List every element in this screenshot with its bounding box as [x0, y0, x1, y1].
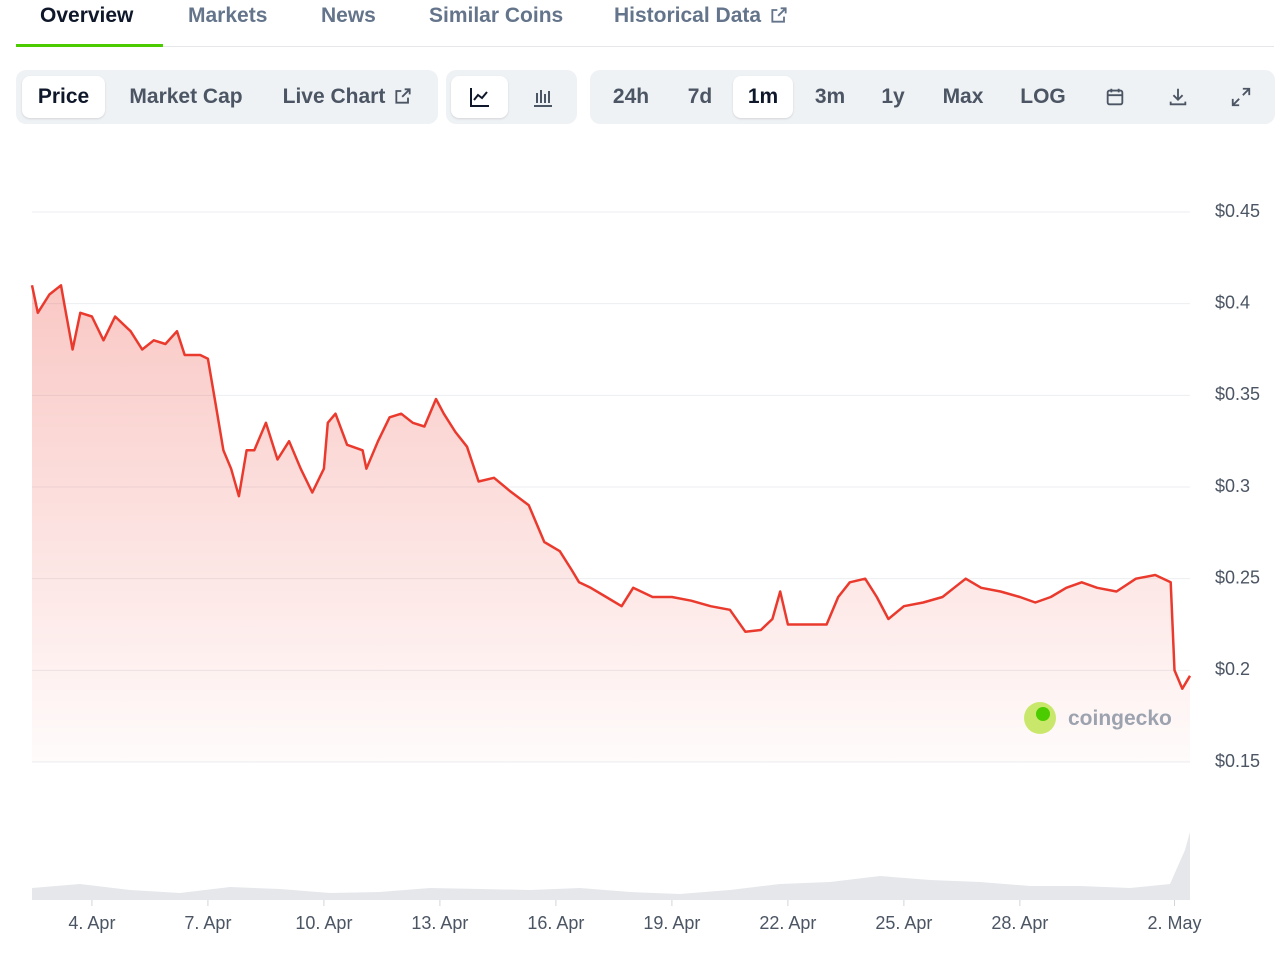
- download-button[interactable]: [1153, 76, 1203, 118]
- price-area: [32, 285, 1190, 762]
- chart-button[interactable]: Price: [22, 76, 105, 118]
- range-button[interactable]: 24h: [597, 76, 665, 118]
- range-button-label: 3m: [814, 85, 846, 108]
- chart-button-label: Price: [37, 85, 90, 108]
- range-button[interactable]: 1y: [866, 76, 920, 118]
- y-tick-label: $0.3: [1215, 476, 1250, 496]
- x-tick-label: 7. Apr: [184, 913, 231, 933]
- range-group: [590, 70, 1275, 124]
- chart-button[interactable]: Live Chart: [268, 76, 428, 118]
- range-button-label: 7d: [687, 85, 713, 108]
- x-tick-label: 4. Apr: [68, 913, 115, 933]
- range-button[interactable]: 7d: [674, 76, 726, 118]
- range-button-label: 1m: [747, 85, 779, 108]
- tab[interactable]: Markets: [188, 4, 267, 28]
- range-button[interactable]: Max: [927, 76, 999, 118]
- watermark-logo: [1024, 702, 1056, 734]
- watermark-logo-eye: [1036, 707, 1050, 721]
- tab[interactable]: Similar Coins: [429, 4, 563, 28]
- tab-divider: [16, 46, 1274, 47]
- x-tick-label: 10. Apr: [295, 913, 352, 933]
- line-style-button[interactable]: [451, 76, 508, 118]
- calendar-button[interactable]: [1090, 76, 1140, 118]
- chart-button[interactable]: Market Cap: [112, 76, 260, 118]
- active-tab-underline: [16, 44, 163, 47]
- tab[interactable]: News: [321, 4, 376, 28]
- range-button[interactable]: 3m: [799, 76, 861, 118]
- y-tick-label: $0.25: [1215, 567, 1260, 587]
- price-line: [30, 284, 1192, 690]
- range-button-label: 24h: [612, 85, 650, 108]
- chart-button-label: Market Cap: [129, 85, 243, 108]
- x-tick-label: 22. Apr: [759, 913, 816, 933]
- tab[interactable]: Historical Data: [614, 4, 789, 28]
- tab-label: Markets: [188, 4, 268, 27]
- x-tick-label: 25. Apr: [875, 913, 932, 933]
- y-tick-label: $0.4: [1215, 292, 1250, 312]
- x-tick-label: 16. Apr: [527, 913, 584, 933]
- x-tick-label: 13. Apr: [411, 913, 468, 933]
- y-tick-label: $0.45: [1215, 201, 1260, 221]
- range-button[interactable]: LOG: [1006, 76, 1080, 118]
- x-tick-label: 2. May: [1148, 913, 1202, 933]
- range-button-label: LOG: [1020, 85, 1066, 108]
- external-icon: [395, 88, 411, 104]
- tab-label: Similar Coins: [429, 4, 564, 27]
- watermark: coingecko: [1068, 707, 1172, 730]
- volume-area: [32, 832, 1190, 900]
- external-icon: [771, 7, 787, 23]
- x-tick-label: 28. Apr: [991, 913, 1048, 933]
- fullscreen-button[interactable]: [1216, 76, 1266, 118]
- tab-label: News: [321, 4, 376, 27]
- y-tick-label: $0.15: [1215, 751, 1260, 771]
- x-tick-label: 19. Apr: [643, 913, 700, 933]
- tab-label: Historical Data: [614, 4, 762, 27]
- range-button-label: Max: [942, 85, 984, 108]
- range-button[interactable]: 1m: [733, 76, 793, 118]
- candle-style-button[interactable]: [514, 76, 571, 118]
- tab[interactable]: Overview: [40, 4, 133, 28]
- tab-label: Overview: [40, 4, 134, 27]
- range-button-label: 1y: [881, 85, 905, 108]
- chart-button-label: Live Chart: [282, 85, 386, 108]
- y-tick-label: $0.2: [1215, 659, 1250, 679]
- y-tick-label: $0.35: [1215, 384, 1260, 404]
